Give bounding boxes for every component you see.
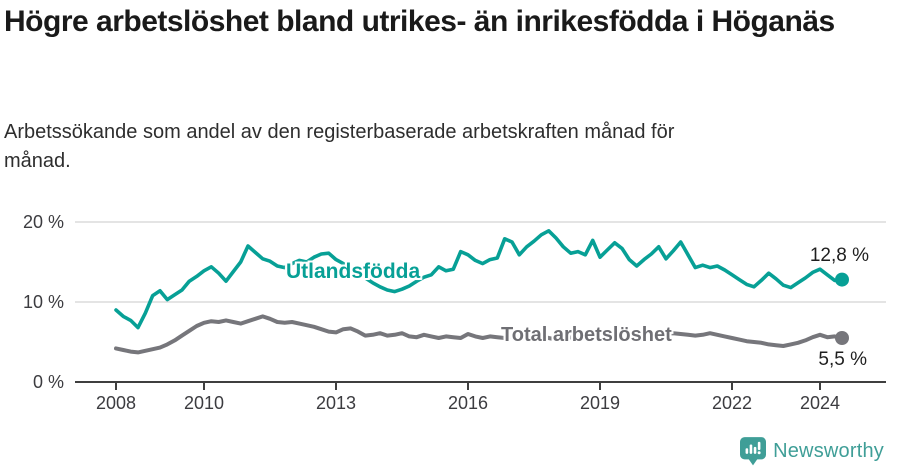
x-axis-tick-2010: 2010 — [183, 393, 225, 413]
y-axis-tick-0: 0 % — [32, 372, 64, 392]
series-label-utlandsfodda: Utlandsfödda — [286, 260, 421, 283]
x-axis-tick-2013: 2013 — [315, 393, 357, 413]
page-title: Högre arbetslöshet bland utrikes- än inr… — [4, 5, 835, 38]
x-axis-tick-2008: 2008 — [95, 393, 137, 413]
end-value-label-utlandsfodda: 12,8 % — [809, 245, 869, 266]
newsworthy-logo: Newsworthy — [740, 437, 884, 466]
x-axis-tick-2019: 2019 — [579, 393, 621, 413]
newsworthy-logo-text: Newsworthy — [773, 440, 884, 462]
series-label-total-arbetsloshet: Total arbetslöshet — [501, 324, 672, 346]
y-axis-tick-10: 10 % — [22, 292, 64, 312]
x-axis-tick-2022: 2022 — [711, 393, 753, 413]
x-axis-tick-2024: 2024 — [799, 393, 841, 413]
newsworthy-logo-icon — [740, 437, 767, 466]
page-subtitle: Arbetssökande som andel av den registerb… — [4, 121, 675, 172]
y-axis-tick-20: 20 % — [22, 212, 64, 232]
end-value-label-total: 5,5 % — [818, 349, 867, 370]
x-axis-tick-2016: 2016 — [447, 393, 489, 413]
